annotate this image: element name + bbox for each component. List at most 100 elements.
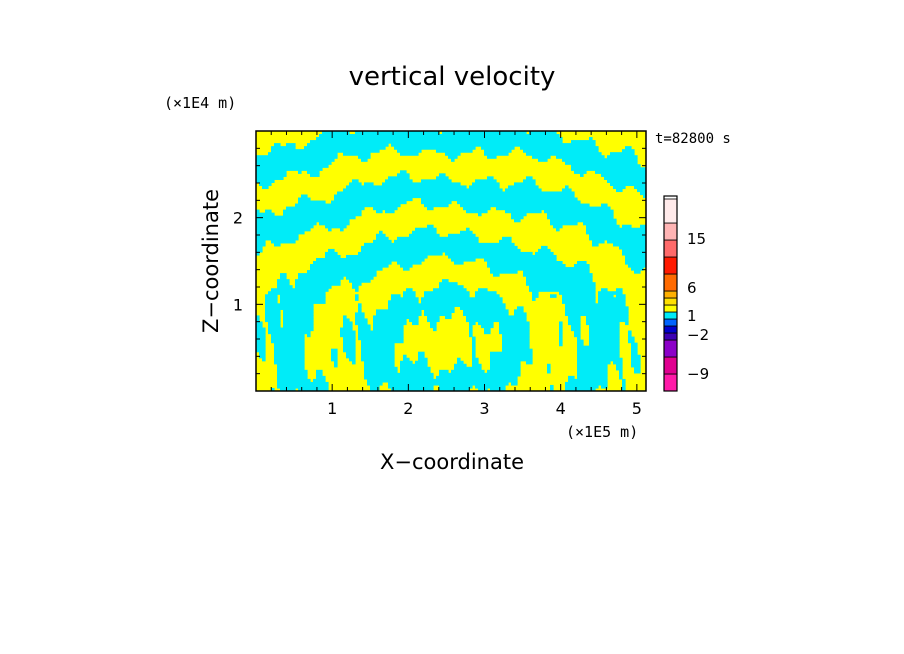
field-cell [550, 384, 554, 389]
field-cell [295, 282, 341, 286]
field-cell [622, 251, 646, 256]
field-cell [364, 182, 374, 187]
field-cell [424, 309, 455, 313]
field-cell [544, 209, 614, 214]
field-cell [628, 264, 646, 268]
field-cell [319, 134, 560, 138]
field-cell [331, 200, 407, 205]
field-cell [451, 257, 476, 262]
field-cell [274, 360, 305, 365]
field-cell [400, 369, 431, 374]
field-cell [565, 312, 629, 317]
colorbar-level [663, 239, 678, 258]
field-cell [577, 357, 623, 362]
field-cell [388, 303, 506, 307]
field-cell [577, 342, 584, 347]
field-cell [499, 330, 530, 335]
field-cell [334, 197, 413, 202]
field-cell [439, 369, 449, 374]
field-cell [265, 312, 281, 317]
field-cell [559, 339, 563, 344]
field-cell [400, 363, 428, 368]
field-cell [271, 336, 305, 341]
field-cell [343, 324, 353, 329]
field-cell [586, 230, 646, 235]
field-cell [343, 348, 356, 353]
field-cell [355, 288, 359, 292]
field-cell [397, 173, 410, 177]
field-cell [274, 354, 305, 359]
field-cell [541, 245, 548, 250]
field-cell [307, 170, 320, 174]
field-cell [619, 372, 623, 377]
field-cell [373, 327, 404, 332]
field-cell [562, 158, 638, 162]
field-cell [364, 369, 398, 374]
field-cell [271, 239, 296, 244]
field-cell [523, 270, 590, 274]
field-cell [256, 179, 275, 183]
field-cell [271, 149, 380, 153]
field-cell [256, 342, 266, 347]
field-cell [478, 387, 488, 391]
field-cell [391, 387, 434, 391]
field-cell [400, 152, 419, 156]
field-cell [547, 369, 551, 374]
field-cell [568, 378, 608, 383]
field-cell [616, 363, 623, 368]
field-cell [283, 321, 314, 326]
colorbar-level [663, 304, 678, 313]
field-cell [511, 381, 518, 386]
field-cell [271, 333, 305, 338]
field-cell [466, 209, 488, 214]
field-cell [310, 173, 320, 177]
field-cell [484, 152, 509, 156]
field-cell [514, 218, 521, 223]
field-cell [328, 248, 335, 253]
field-cell [256, 218, 350, 223]
field-cell [325, 224, 347, 229]
field-cell [586, 315, 629, 320]
field-cell [358, 327, 371, 332]
field-cell [385, 209, 395, 214]
field-cell [577, 336, 581, 341]
field-cell [361, 342, 395, 347]
field-cell [559, 291, 596, 295]
field-cell [265, 306, 314, 310]
field-cell [631, 357, 641, 362]
field-cell [628, 339, 635, 344]
field-cell [577, 354, 620, 359]
field-cell [277, 363, 305, 368]
field-cell [511, 215, 524, 220]
field-cell [622, 224, 632, 229]
field-cell [283, 312, 314, 317]
field-cell [640, 224, 646, 229]
field-cell [424, 294, 470, 298]
field-cell [403, 357, 410, 362]
field-cell [598, 300, 626, 304]
field-cell [310, 264, 389, 268]
field-cell [256, 221, 317, 226]
field-cell [595, 170, 646, 174]
field-cell [409, 233, 440, 238]
field-cell [343, 152, 371, 156]
field-cell [298, 200, 326, 205]
field-cell [484, 327, 491, 332]
field-cell [622, 378, 626, 383]
field-cell [364, 366, 398, 371]
field-cell [340, 333, 356, 338]
field-cell [265, 300, 278, 304]
field-cell [583, 221, 617, 226]
field-cell [286, 143, 296, 147]
field-cell [451, 369, 485, 374]
field-cell [556, 155, 605, 159]
field-cell [574, 330, 581, 335]
field-cell [340, 330, 356, 335]
field-cell [331, 357, 338, 362]
x-axis-label: X−coordinate [380, 450, 524, 474]
field-cell [346, 254, 428, 259]
field-cell [277, 384, 329, 389]
field-cell [388, 176, 410, 180]
chart-title: vertical velocity [349, 62, 556, 92]
field-cell [280, 300, 326, 304]
